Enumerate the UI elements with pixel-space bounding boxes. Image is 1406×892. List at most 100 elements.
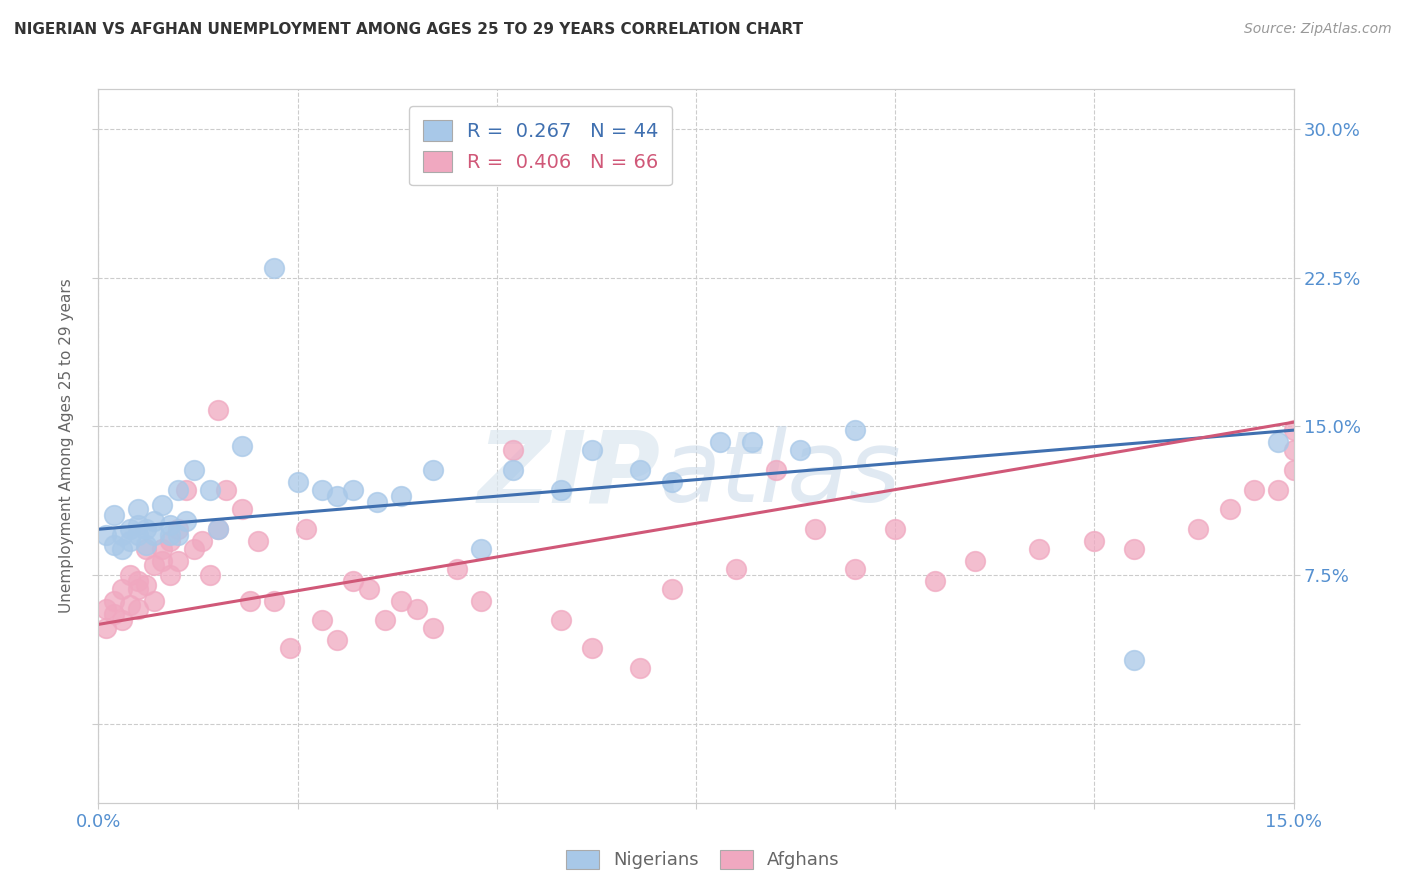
Point <box>127 502 149 516</box>
Point <box>167 528 190 542</box>
Point <box>1219 502 1241 516</box>
Point <box>359 582 381 596</box>
Point <box>239 593 262 607</box>
Point <box>263 260 285 275</box>
Point <box>422 621 444 635</box>
Point <box>127 518 149 533</box>
Text: ZIP: ZIP <box>477 426 661 523</box>
Point <box>198 483 221 497</box>
Point <box>311 614 333 628</box>
Point <box>127 528 149 542</box>
Point <box>581 442 603 457</box>
Point <box>661 582 683 596</box>
Point <box>366 494 388 508</box>
Point <box>96 601 118 615</box>
Text: NIGERIAN VS AFGHAN UNEMPLOYMENT AMONG AGES 25 TO 29 YEARS CORRELATION CHART: NIGERIAN VS AFGHAN UNEMPLOYMENT AMONG AG… <box>14 22 803 37</box>
Point <box>120 522 142 536</box>
Point <box>446 562 468 576</box>
Point <box>1123 542 1146 557</box>
Point <box>111 582 134 596</box>
Point <box>1123 653 1146 667</box>
Point <box>1282 463 1305 477</box>
Point <box>263 593 285 607</box>
Point <box>111 614 134 628</box>
Legend: Nigerians, Afghans: Nigerians, Afghans <box>557 840 849 879</box>
Point <box>470 593 492 607</box>
Point <box>198 567 221 582</box>
Point <box>326 633 349 648</box>
Point <box>103 508 125 523</box>
Point <box>150 542 173 557</box>
Point <box>103 538 125 552</box>
Point <box>111 528 134 542</box>
Point <box>502 442 524 457</box>
Legend: R =  0.267   N = 44, R =  0.406   N = 66: R = 0.267 N = 44, R = 0.406 N = 66 <box>409 106 672 186</box>
Point <box>374 614 396 628</box>
Point <box>127 582 149 596</box>
Text: atlas: atlas <box>661 426 901 523</box>
Point <box>1282 423 1305 437</box>
Point <box>389 593 412 607</box>
Point <box>96 621 118 635</box>
Point <box>167 554 190 568</box>
Point <box>470 542 492 557</box>
Point <box>1267 435 1289 450</box>
Point <box>311 483 333 497</box>
Point <box>422 463 444 477</box>
Point <box>789 442 811 457</box>
Point <box>103 593 125 607</box>
Point <box>724 562 747 576</box>
Point <box>174 514 197 528</box>
Point <box>1267 483 1289 497</box>
Point <box>246 534 269 549</box>
Point <box>120 598 142 612</box>
Point <box>231 502 253 516</box>
Point <box>127 574 149 588</box>
Point <box>183 542 205 557</box>
Point <box>342 574 364 588</box>
Point <box>550 614 572 628</box>
Point <box>278 641 301 656</box>
Point <box>159 534 181 549</box>
Point <box>581 641 603 656</box>
Point <box>628 661 651 675</box>
Point <box>287 475 309 489</box>
Point <box>326 489 349 503</box>
Point <box>502 463 524 477</box>
Point <box>135 542 157 557</box>
Point <box>127 601 149 615</box>
Point <box>406 601 429 615</box>
Point <box>150 499 173 513</box>
Point <box>183 463 205 477</box>
Point <box>1282 442 1305 457</box>
Point <box>207 403 229 417</box>
Point <box>215 483 238 497</box>
Point <box>135 578 157 592</box>
Point <box>389 489 412 503</box>
Point <box>1187 522 1209 536</box>
Point <box>709 435 731 450</box>
Point <box>628 463 651 477</box>
Text: Source: ZipAtlas.com: Source: ZipAtlas.com <box>1244 22 1392 37</box>
Point <box>159 567 181 582</box>
Point <box>159 518 181 533</box>
Point <box>96 528 118 542</box>
Point <box>191 534 214 549</box>
Point <box>550 483 572 497</box>
Point <box>174 483 197 497</box>
Point <box>167 522 190 536</box>
Point <box>804 522 827 536</box>
Point <box>207 522 229 536</box>
Point <box>765 463 787 477</box>
Point <box>1243 483 1265 497</box>
Point <box>1028 542 1050 557</box>
Point <box>143 558 166 572</box>
Point <box>135 522 157 536</box>
Point <box>120 534 142 549</box>
Point <box>150 554 173 568</box>
Point <box>159 528 181 542</box>
Point <box>844 562 866 576</box>
Point <box>143 593 166 607</box>
Point <box>884 522 907 536</box>
Point <box>844 423 866 437</box>
